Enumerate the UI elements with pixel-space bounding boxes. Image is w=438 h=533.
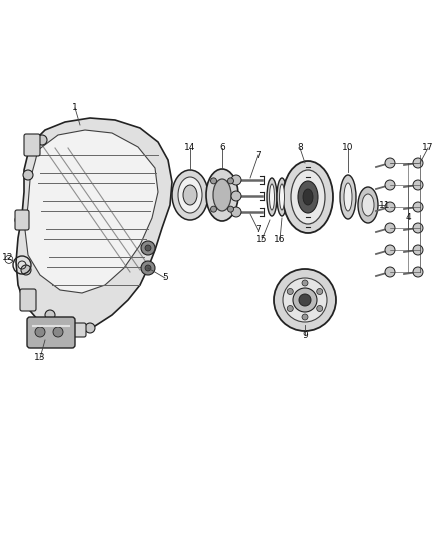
Text: 8: 8 [297, 143, 303, 152]
Circle shape [302, 280, 308, 286]
Polygon shape [25, 130, 158, 293]
Circle shape [231, 175, 241, 185]
Ellipse shape [299, 294, 311, 306]
Circle shape [413, 245, 423, 255]
Circle shape [317, 305, 323, 311]
Ellipse shape [206, 169, 238, 221]
Text: 6: 6 [219, 143, 225, 152]
Circle shape [385, 245, 395, 255]
Text: 7: 7 [255, 225, 261, 235]
FancyBboxPatch shape [15, 210, 29, 230]
Circle shape [287, 288, 293, 295]
Text: 9: 9 [302, 330, 308, 340]
Circle shape [23, 170, 33, 180]
Ellipse shape [277, 178, 287, 216]
Text: 13: 13 [34, 353, 46, 362]
Ellipse shape [213, 179, 231, 211]
Text: 12: 12 [2, 254, 14, 262]
Ellipse shape [274, 269, 336, 331]
Circle shape [385, 180, 395, 190]
Circle shape [53, 327, 63, 337]
Circle shape [145, 265, 151, 271]
Circle shape [21, 265, 31, 275]
Circle shape [211, 206, 216, 212]
FancyBboxPatch shape [20, 289, 36, 311]
Ellipse shape [362, 194, 374, 216]
Circle shape [85, 323, 95, 333]
FancyBboxPatch shape [24, 134, 40, 156]
FancyBboxPatch shape [27, 317, 75, 348]
Text: ○: ○ [3, 253, 13, 263]
Circle shape [35, 327, 45, 337]
Text: 11: 11 [379, 200, 391, 209]
Ellipse shape [291, 170, 325, 224]
Ellipse shape [344, 183, 352, 211]
Circle shape [145, 245, 151, 251]
FancyBboxPatch shape [64, 323, 86, 337]
Ellipse shape [178, 177, 202, 213]
Circle shape [45, 310, 55, 320]
Circle shape [141, 261, 155, 275]
Circle shape [231, 191, 241, 201]
Text: 14: 14 [184, 143, 196, 152]
Ellipse shape [298, 181, 318, 213]
Text: 15: 15 [256, 236, 268, 245]
Text: 1: 1 [72, 103, 78, 112]
Circle shape [413, 267, 423, 277]
Ellipse shape [183, 185, 197, 205]
Circle shape [287, 305, 293, 311]
Ellipse shape [279, 184, 285, 210]
Ellipse shape [283, 278, 327, 322]
Circle shape [211, 178, 216, 184]
Circle shape [385, 223, 395, 233]
Ellipse shape [340, 175, 356, 219]
Circle shape [231, 207, 241, 217]
Circle shape [37, 135, 47, 145]
Ellipse shape [293, 288, 317, 312]
Text: 10: 10 [342, 143, 354, 152]
Text: 7: 7 [255, 150, 261, 159]
Ellipse shape [267, 178, 277, 216]
Ellipse shape [172, 170, 208, 220]
Circle shape [385, 202, 395, 212]
Circle shape [317, 288, 323, 295]
Circle shape [141, 241, 155, 255]
Circle shape [413, 223, 423, 233]
Ellipse shape [303, 189, 313, 205]
Text: 4: 4 [405, 214, 411, 222]
Text: 17: 17 [422, 143, 434, 152]
Text: 16: 16 [274, 236, 286, 245]
Ellipse shape [283, 161, 333, 233]
Circle shape [413, 158, 423, 168]
Polygon shape [16, 118, 172, 332]
Circle shape [302, 314, 308, 320]
Circle shape [413, 180, 423, 190]
Circle shape [227, 178, 233, 184]
Circle shape [413, 202, 423, 212]
Ellipse shape [358, 187, 378, 223]
Ellipse shape [269, 184, 275, 210]
Circle shape [385, 158, 395, 168]
Text: 5: 5 [162, 273, 168, 282]
Circle shape [385, 267, 395, 277]
Circle shape [227, 206, 233, 212]
Circle shape [15, 215, 25, 225]
